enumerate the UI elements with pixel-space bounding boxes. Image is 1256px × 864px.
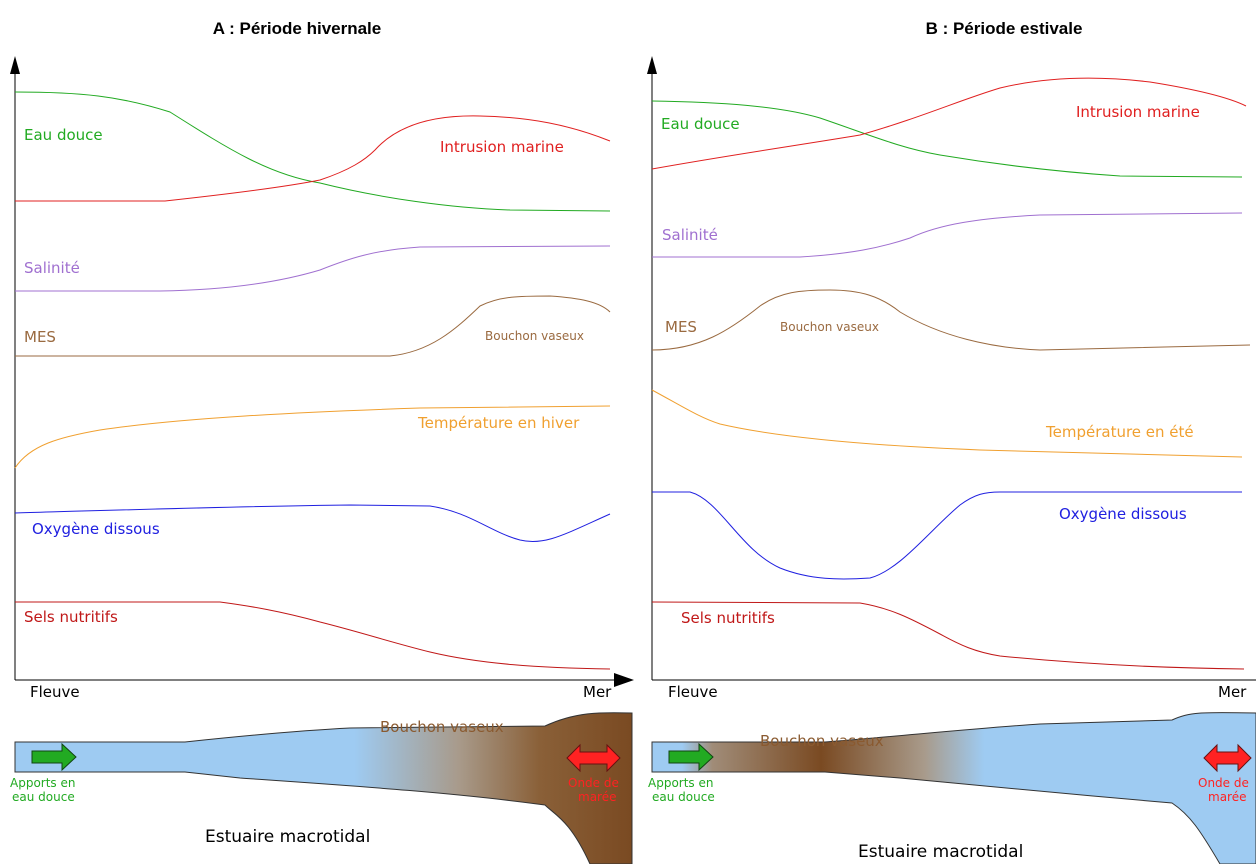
panel-a-y-arrow-icon (10, 56, 20, 74)
panel-a-label-oxygene: Oxygène dissous (32, 520, 160, 538)
panel-b-apports-l1: Apports en (648, 776, 713, 790)
panel-a-label-bouchon: Bouchon vaseux (485, 329, 584, 343)
panel-b-onde-l2: marée (1208, 790, 1246, 804)
panel-a: A : Période hivernale Fleuve Mer Eau dou… (10, 19, 634, 864)
panel-a-curve-mes (15, 295, 611, 357)
panel-a-label-intrusion: Intrusion marine (440, 138, 564, 156)
panel-b-label-temperature: Température en été (1045, 423, 1194, 441)
panel-a-x-arrow-icon (614, 673, 634, 687)
panel-b-curve-salinite (652, 212, 1243, 258)
panel-b-curve-oxygene (652, 491, 1242, 580)
panel-b-estuary-title: Estuaire macrotidal (858, 842, 1023, 862)
panel-a-label-sels: Sels nutritifs (24, 608, 118, 626)
panel-b-label-bouchon: Bouchon vaseux (780, 320, 879, 334)
panel-a-apports-l1: Apports en (10, 776, 75, 790)
panel-a-curve-salinite (15, 245, 611, 292)
panel-a-title: A : Période hivernale (213, 19, 381, 38)
panel-b-onde-arrow-icon (1203, 743, 1252, 773)
panel-a-label-salinite: Salinité (24, 259, 80, 277)
panel-a-curve-oxygene (14, 504, 611, 543)
panel-a-axis-mer: Mer (583, 683, 612, 701)
panel-a-curve-temperature (14, 405, 611, 469)
panel-b: B : Période estivale Fleuve Mer Eau douc… (647, 19, 1256, 864)
panel-a-onde-l2: marée (578, 790, 616, 804)
panel-b-axis-mer: Mer (1218, 683, 1247, 701)
panel-a-label-mes: MES (24, 328, 56, 346)
panel-b-curve-sels (651, 601, 1245, 670)
panel-b-label-intrusion: Intrusion marine (1076, 103, 1200, 121)
panel-a-estuary-shape (14, 712, 633, 864)
panel-b-apports-arrow-icon (668, 742, 714, 772)
panel-b-label-mes: MES (665, 318, 697, 336)
panel-b-curve-intrusion (651, 77, 1247, 170)
panel-a-apports-arrow-icon (31, 742, 77, 772)
panel-a-onde-l1: Onde de (568, 776, 619, 790)
panel-b-curve-mes (651, 289, 1251, 351)
panel-b-estuary-shape (651, 712, 1256, 864)
panel-a-curve-sels (15, 601, 611, 670)
panel-b-label-salinite: Salinité (662, 226, 718, 244)
panel-a-axis-fleuve: Fleuve (30, 683, 80, 701)
panel-b-title: B : Période estivale (926, 19, 1083, 38)
panel-b-label-oxygene: Oxygène dissous (1059, 505, 1187, 523)
panel-b-curve-eau-douce (651, 100, 1243, 178)
panel-b-apports-l2: eau douce (652, 790, 715, 804)
panel-a-label-eau-douce: Eau douce (24, 126, 103, 144)
panel-a-estuary-title: Estuaire macrotidal (205, 827, 370, 847)
panel-a-apports-l2: eau douce (12, 790, 75, 804)
panel-b-y-arrow-icon (647, 56, 657, 74)
panel-b-curve-temperature (651, 389, 1243, 458)
panel-a-curve-eau-douce (14, 91, 611, 212)
panel-b-estuary-bouchon: Bouchon vaseux (760, 732, 884, 750)
panel-a-label-temperature: Température en hiver (417, 414, 580, 432)
panel-b-onde-l1: Onde de (1198, 776, 1249, 790)
panel-a-curve-intrusion (15, 115, 611, 202)
panel-a-onde-arrow-icon (566, 743, 621, 773)
panel-a-estuary-bouchon: Bouchon vaseux (380, 718, 504, 736)
panel-b-label-sels: Sels nutritifs (681, 609, 775, 627)
panel-b-label-eau-douce: Eau douce (661, 115, 740, 133)
panel-b-axis-fleuve: Fleuve (668, 683, 718, 701)
